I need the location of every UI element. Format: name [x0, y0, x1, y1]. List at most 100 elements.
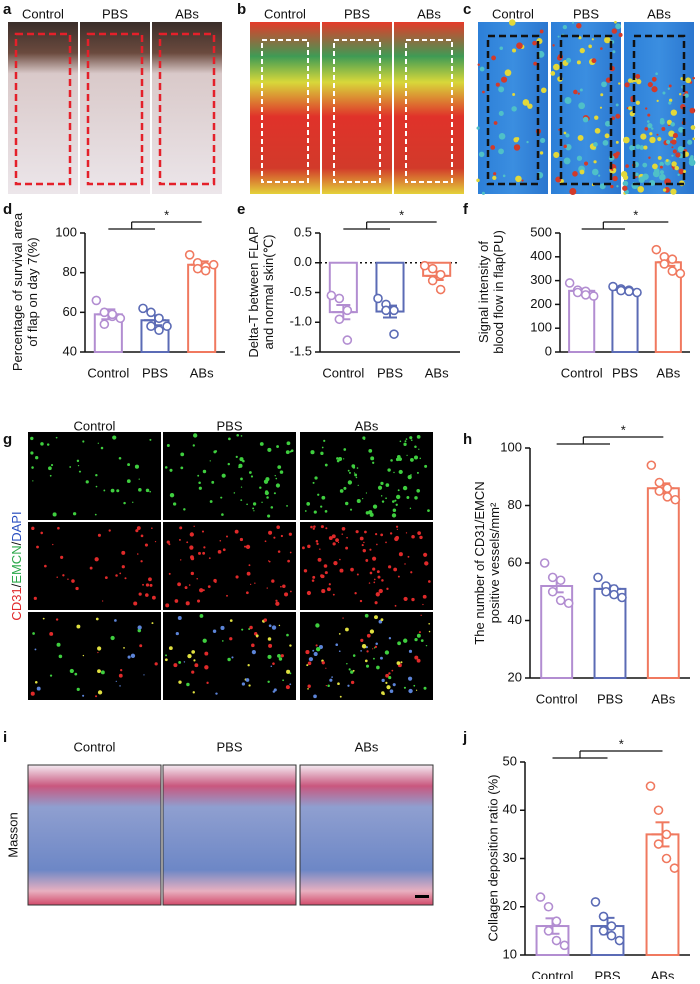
fluorescence-image: [163, 612, 296, 700]
fluorescence-dot: [271, 625, 277, 630]
data-point: [593, 572, 603, 583]
fluorescence-dot: [347, 480, 353, 485]
data-point: [617, 592, 627, 603]
fluorescence-dot: [406, 454, 408, 456]
fluorescence-dot: [118, 673, 123, 678]
perfusion-spot: [499, 46, 504, 50]
y-tick-label: -1.5: [290, 343, 312, 358]
perfusion-spot: [659, 161, 664, 167]
perfusion-spot: [648, 156, 651, 159]
fluorescence-dot: [353, 472, 356, 474]
fluorescence-dot: [337, 541, 340, 544]
perfusion-spot: [600, 93, 604, 97]
fluorescence-dot: [324, 571, 328, 575]
fluorescence-dot: [138, 592, 142, 596]
fluorescence-dot: [261, 501, 263, 504]
data-point: [184, 250, 195, 260]
fluorescence-dot: [286, 441, 291, 446]
x-tick-label: Control: [536, 691, 578, 706]
y-axis-label: positive vessels/mm²: [487, 502, 502, 623]
data-point: [547, 586, 558, 597]
data-point: [342, 335, 353, 345]
fluorescence-dot: [263, 618, 268, 622]
fluorescence-dot: [342, 617, 344, 619]
data-point: [667, 254, 678, 264]
fluorescence-dot: [289, 644, 292, 647]
perfusion-spot: [563, 131, 567, 135]
perfusion-spot: [578, 102, 586, 110]
fluorescence-dot: [307, 684, 311, 688]
fluorescence-dot: [137, 628, 142, 633]
data-point: [662, 483, 673, 494]
fluorescence-dot: [240, 486, 243, 488]
fluorescence-dot: [204, 651, 209, 656]
fluorescence-dot: [103, 489, 106, 492]
fluorescence-dot: [350, 670, 354, 674]
fluorescence-dot: [97, 651, 99, 654]
bar: [593, 587, 627, 679]
data-point: [669, 863, 680, 873]
perfusion-spot: [508, 19, 516, 26]
fluorescence-dot: [308, 657, 314, 662]
fluorescence-dot: [121, 550, 126, 555]
data-point: [535, 892, 546, 902]
x-tick-label: Control: [532, 968, 574, 979]
fluorescence-dot: [82, 440, 85, 443]
fluorescence-dot: [391, 513, 397, 518]
fluorescence-dot: [419, 457, 422, 460]
fluorescence-dot: [188, 584, 191, 586]
fluorescence-dot: [400, 661, 403, 664]
data-point: [632, 287, 642, 298]
fluorescence-dot: [376, 665, 380, 670]
fluorescence-dot: [389, 532, 393, 535]
perfusion-spot: [684, 93, 689, 98]
fluorescence-dot: [374, 601, 378, 605]
fluorescence-dot: [94, 513, 97, 516]
fluorescence-dot: [279, 470, 284, 474]
perfusion-spot: [671, 146, 674, 149]
fluorescence-dot: [338, 456, 343, 461]
fluorescence-dot: [123, 647, 125, 649]
fluorescence-dot: [385, 497, 387, 500]
fluorescence-dot: [365, 645, 368, 649]
fluorescence-dot: [304, 510, 307, 512]
fluorescence-dot: [268, 643, 273, 648]
fluorescence-dot: [352, 669, 355, 672]
fluorescence-dot: [168, 543, 171, 546]
fluorescence-dot: [418, 448, 420, 450]
fluorescence-dot: [127, 655, 131, 659]
fluorescence-dot: [357, 484, 359, 486]
fluorescence-dot: [347, 469, 350, 472]
fluorescence-dot: [185, 601, 190, 606]
fluorescence-dot: [398, 469, 403, 475]
fluorescence-dot: [34, 680, 38, 684]
y-tick-label: 60: [508, 554, 522, 569]
fluorescence-dot: [323, 564, 328, 568]
column-label: PBS: [344, 6, 370, 21]
column-label: PBS: [216, 418, 242, 433]
fluorescence-dot: [282, 679, 285, 682]
fluorescence-dot: [335, 643, 339, 647]
perfusion-spot: [598, 174, 601, 177]
fluorescence-dot: [94, 557, 99, 562]
fluorescence-dot: [343, 458, 345, 460]
fluorescence-dot: [391, 669, 394, 672]
fluorescence-dot: [191, 670, 195, 674]
fluorescence-dot: [360, 638, 364, 642]
fluorescence-dot: [285, 450, 290, 455]
data-point: [91, 295, 102, 306]
x-tick-label: PBS: [377, 365, 403, 380]
perfusion-spot: [477, 63, 480, 66]
perfusion-spot: [582, 116, 589, 123]
data-point: [572, 287, 583, 298]
perfusion-spot: [687, 139, 693, 145]
fluorescence-dot: [222, 548, 226, 552]
perfusion-spot: [604, 120, 611, 127]
fluorescence-dot: [339, 695, 342, 698]
fluorescence-dot: [126, 479, 131, 483]
bar: [187, 263, 217, 354]
column-label: Control: [22, 6, 64, 21]
x-tick-label: Control: [87, 365, 129, 380]
perfusion-spot: [615, 113, 621, 119]
